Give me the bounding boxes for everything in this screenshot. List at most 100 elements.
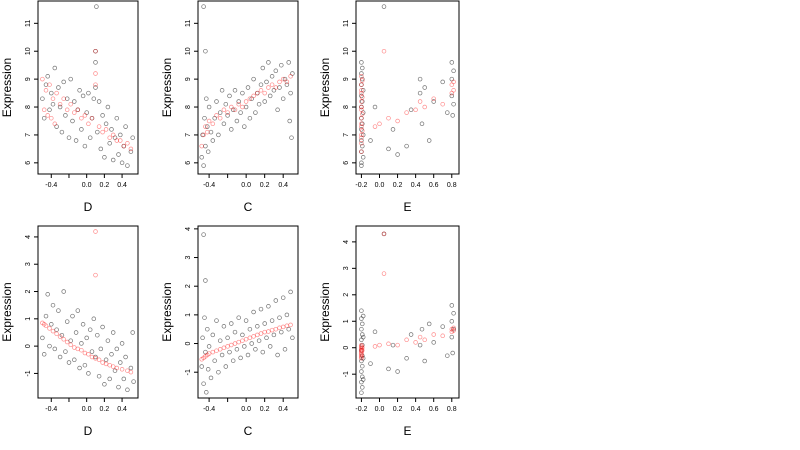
panel-3-point-26 [417, 99, 423, 104]
panel-3-point-25 [413, 107, 418, 113]
panel-2-point-1 [199, 143, 204, 149]
panel-3-point-19 [360, 88, 366, 93]
panel-4-point-14 [63, 349, 68, 354]
panel-6-point-17 [381, 231, 387, 237]
panel-1-point-33 [93, 48, 98, 54]
panel-1-point-41 [105, 104, 111, 110]
panel-1-point-36 [96, 99, 102, 104]
panel-2-point-26 [284, 79, 290, 85]
panel-2-point-48 [279, 62, 284, 68]
panel-2-point-52 [286, 60, 291, 65]
panel-5-point-22 [230, 358, 236, 363]
panel-6-point-11 [359, 356, 364, 361]
panel-2-y-tick-label-1: 6 [185, 161, 192, 165]
panel-2-point-4 [202, 115, 207, 121]
panel-2-series-fitted [199, 74, 293, 149]
panel-5-point-12 [212, 358, 217, 363]
panel-4-point-18 [70, 313, 75, 319]
panel-3-point-10 [359, 60, 364, 65]
panel-2-point-19 [225, 113, 230, 118]
panel-2-point-49 [280, 96, 286, 101]
panel-1-point-7 [50, 101, 56, 107]
panel-1-point-9 [68, 101, 73, 107]
panel-6-point-36 [449, 334, 455, 340]
panel-6-point-40 [451, 311, 456, 316]
panel-6-point-32 [426, 321, 432, 327]
panel-1-point-21 [75, 107, 81, 113]
panel-3-x-tick-label-3: 0.2 [393, 182, 403, 189]
panel-5-point-10 [225, 344, 230, 349]
panel-5: -0.4 0.0 0.2 0.4 -1 0 1 2 3 4 C Expression [160, 225, 299, 438]
panel-3-point-38 [449, 76, 455, 82]
panel-4-point-8 [61, 337, 66, 342]
panel-4-point-5 [47, 343, 52, 349]
panel-1-point-27 [86, 90, 91, 96]
panel-2-point-33 [251, 76, 256, 82]
panel-4-x-tick-label-3: 0.0 [82, 406, 92, 413]
panel-5-point-3 [203, 354, 208, 359]
panel-6-x-tick-label-6: 0.8 [447, 406, 457, 413]
panel-4-point-29 [89, 349, 95, 354]
panel-4-frame [37, 225, 139, 399]
panel-6-y-tick-label-2: 0 [343, 346, 350, 350]
panel-5-point-50 [282, 347, 288, 352]
panel-3-point-29 [417, 90, 423, 96]
panel-2-point-55 [289, 135, 294, 140]
panel-4-point-21 [100, 360, 105, 365]
panel-1-point-35 [95, 129, 100, 135]
panel-1-point-3 [47, 82, 52, 87]
panel-2-point-53 [287, 118, 292, 124]
panel-6-point-7 [359, 326, 364, 332]
panel-3-point-12 [360, 111, 365, 117]
panel-5-point-39 [262, 321, 267, 326]
panel-3-point-19 [372, 124, 378, 129]
panel-6-point-27 [449, 326, 455, 332]
panel-4-point-14 [82, 350, 88, 356]
panel-3-point-2 [359, 149, 364, 154]
panel-1-y-axis-title: Expression [0, 58, 14, 117]
panel-5-point-17 [251, 334, 256, 339]
panel-5-point-21 [266, 329, 271, 334]
panel-1-point-22 [107, 135, 112, 140]
panel-3-point-23 [395, 118, 400, 124]
panel-2-point-8 [205, 149, 211, 154]
panel-4-y-tick-label-3: 1 [25, 317, 32, 321]
panel-6-point-14 [360, 342, 365, 348]
panel-5-point-10 [208, 375, 214, 381]
panel-6-point-10 [360, 385, 365, 390]
panel-5-point-9 [221, 345, 227, 351]
panel-3-point-29 [440, 101, 445, 107]
panel-5-point-15 [217, 338, 223, 343]
panel-5-point-11 [229, 342, 234, 348]
panel-3-x-tick-label-6: 0.8 [447, 182, 457, 189]
panel-2: -0.4 0.0 0.2 0.4 6 7 8 9 10 11 C Expression [160, 0, 299, 214]
panel-3-point-15 [359, 135, 364, 140]
panel-6-point-28 [408, 332, 414, 337]
panel-6-point-33 [431, 340, 436, 345]
panel-1-x-tick-label-3: 0.0 [82, 182, 92, 189]
panel-6-point-17 [360, 377, 366, 382]
panel-4-point-46 [119, 341, 125, 346]
panel-6-point-19 [395, 342, 400, 348]
panel-5-point-22 [269, 327, 275, 333]
panel-1-point-19 [72, 99, 77, 104]
panel-2-point-32 [249, 96, 254, 101]
panel-2-point-22 [269, 82, 275, 87]
panel-6-x-tick-label-3: 0.2 [393, 406, 403, 413]
panel-3-point-20 [377, 121, 382, 127]
panel-4-point-23 [107, 362, 112, 368]
panel-4-x-tick-label-1: -0.4 [45, 406, 57, 413]
panel-5-point-46 [275, 352, 280, 358]
panel-2-point-24 [277, 79, 282, 85]
panel-6-point-41 [451, 326, 456, 332]
panel-5-point-13 [236, 339, 241, 345]
panel-4-point-10 [56, 308, 61, 313]
panel-4-point-36 [102, 382, 107, 387]
panel-6-point-19 [360, 334, 366, 340]
panel-5-point-40 [264, 335, 269, 341]
panel-1-point-1 [40, 76, 45, 82]
panel-4-point-51 [130, 330, 135, 335]
panel-5-y-tick-label-4: 2 [185, 284, 192, 288]
panel-1-point-51 [123, 124, 128, 129]
